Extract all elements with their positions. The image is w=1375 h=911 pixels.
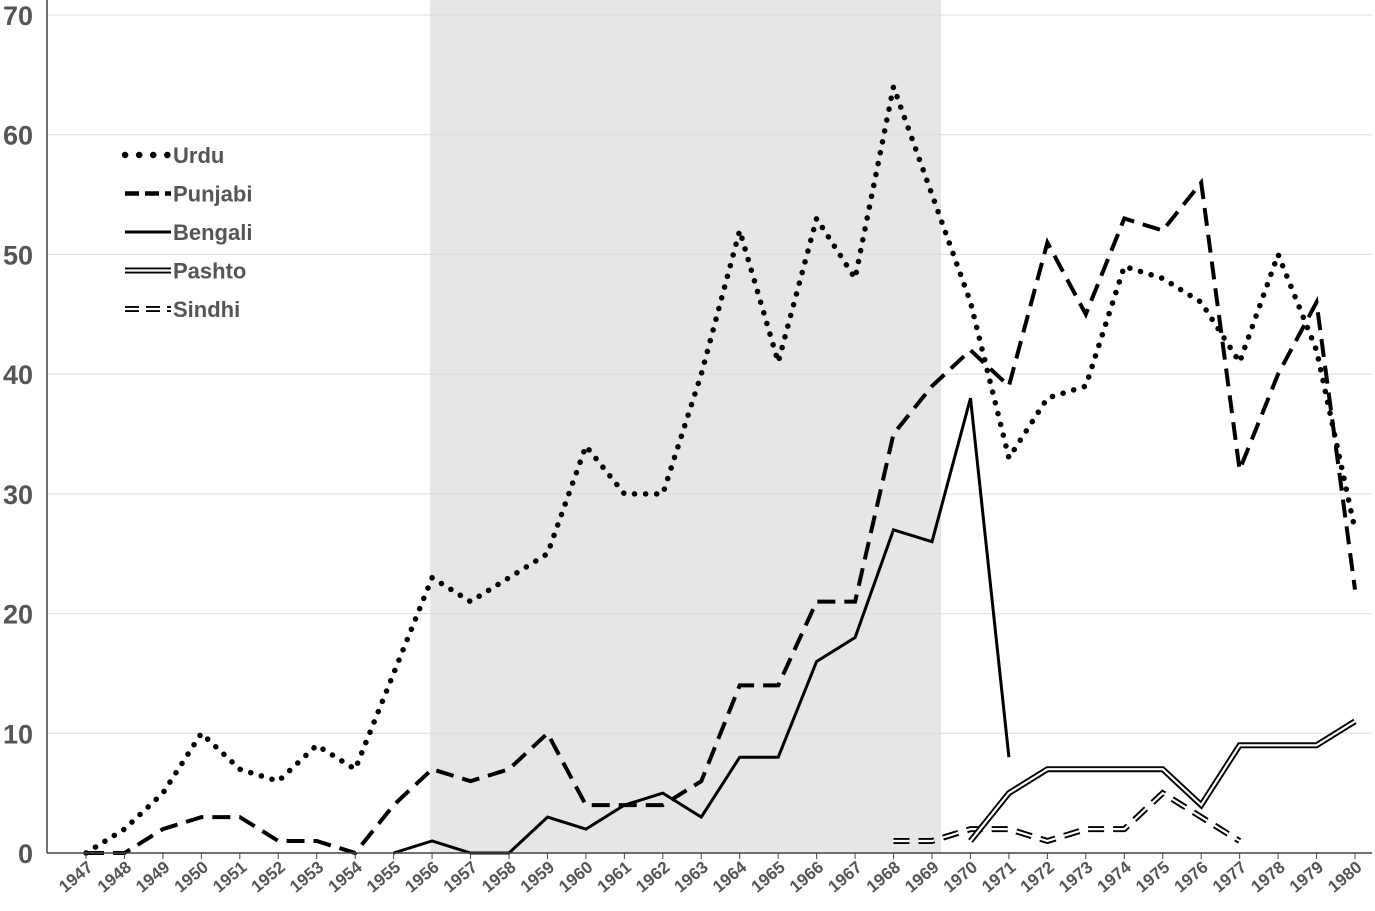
legend-label: Punjabi — [173, 182, 252, 207]
x-tick-label: 1973 — [1055, 858, 1096, 897]
series-line-pashto — [969, 720, 1356, 842]
y-tick-label: 10 — [3, 719, 33, 749]
x-tick-label: 1980 — [1324, 858, 1365, 897]
axes — [46, 0, 1372, 859]
data-point-urdu — [970, 302, 971, 303]
x-tick-label: 1964 — [709, 857, 751, 896]
data-point-punjabi — [1239, 469, 1240, 470]
x-tick-label: 1969 — [901, 858, 942, 897]
x-tick-label: 1952 — [248, 858, 289, 897]
x-tick-label: 1975 — [1132, 858, 1173, 897]
legend-item-punjabi: Punjabi — [125, 182, 252, 207]
series-urdu — [83, 76, 1358, 856]
x-tick-label: 1950 — [171, 858, 212, 897]
legend-label: Pashto — [173, 259, 246, 284]
legend-item-urdu: Urdu — [121, 143, 224, 168]
x-tick-label: 1955 — [363, 858, 404, 897]
x-tick-label: 1948 — [94, 858, 135, 897]
x-tick-label: 1957 — [440, 858, 481, 897]
y-tick-label: 40 — [3, 360, 33, 390]
data-point-punjabi — [1008, 386, 1009, 387]
series-line-sindhi — [893, 791, 1241, 843]
x-tick-label: 1962 — [632, 858, 673, 897]
data-point-sindhi — [1085, 829, 1086, 830]
legend-label: Bengali — [173, 220, 252, 245]
gridlines — [47, 14, 1372, 734]
legend-label: Urdu — [173, 143, 224, 168]
data-point-urdu — [1047, 398, 1048, 399]
series-line-sindhi — [893, 789, 1242, 845]
x-tick-label: 1972 — [1017, 858, 1058, 897]
series-lines — [83, 76, 1358, 856]
series-punjabi — [86, 177, 1357, 856]
series-line-urdu — [83, 76, 1358, 856]
x-tick-labels: 1947194819491950195119521953195419551956… — [55, 857, 1365, 896]
x-tick-label: 1965 — [748, 858, 789, 897]
y-tick-label: 0 — [18, 839, 33, 869]
data-point-urdu — [1124, 266, 1125, 267]
x-tick-label: 1947 — [55, 858, 96, 897]
data-point-urdu — [278, 781, 279, 782]
data-point-sindhi — [1008, 829, 1009, 830]
legend-item-pashto: Pashto — [125, 259, 246, 284]
data-point-urdu — [355, 769, 356, 770]
x-tick-label: 1968 — [863, 858, 904, 897]
y-tick-label: 70 — [3, 1, 33, 31]
legend-label: Sindhi — [173, 297, 240, 322]
x-tick-label: 1949 — [132, 858, 173, 897]
y-tick-label: 50 — [3, 240, 33, 270]
x-tick-label: 1976 — [1171, 858, 1212, 897]
data-point-urdu — [316, 745, 317, 746]
x-tick-label: 1967 — [824, 858, 865, 897]
data-point-punjabi — [278, 841, 279, 842]
y-tick-label: 60 — [3, 121, 33, 151]
legend: Urdu Punjabi Bengali Pashto Sindhi — [121, 143, 252, 322]
y-tick-label: 30 — [3, 480, 33, 510]
x-tick-label: 1959 — [517, 858, 558, 897]
x-tick-label: 1978 — [1247, 858, 1288, 897]
y-tick-labels: 0 10 20 30 40 50 60 70 — [3, 1, 33, 869]
y-tick-label: 20 — [3, 600, 33, 630]
x-tick-label: 1956 — [401, 858, 442, 897]
x-tick-label: 1960 — [555, 858, 596, 897]
data-point-urdu — [1239, 362, 1240, 363]
series-line-punjabi — [86, 177, 1357, 856]
x-tick-label: 1979 — [1286, 858, 1327, 897]
x-tick-label: 1966 — [786, 858, 827, 897]
x-tick-label: 1954 — [325, 857, 367, 896]
x-tick-label: 1974 — [1094, 857, 1136, 896]
data-point-urdu — [1355, 529, 1356, 530]
series-pashto — [968, 718, 1357, 843]
data-point-punjabi — [393, 805, 394, 806]
x-tick-label: 1958 — [478, 858, 519, 897]
x-tick-label: 1970 — [940, 858, 981, 897]
x-tick-label: 1977 — [1209, 858, 1250, 897]
series-sindhi — [893, 789, 1242, 845]
data-point-punjabi — [1162, 230, 1163, 231]
legend-item-sindhi: Sindhi — [125, 297, 240, 322]
x-tick-label: 1971 — [978, 858, 1019, 897]
x-tick-label: 1953 — [286, 858, 327, 897]
x-tick-label: 1963 — [671, 858, 712, 897]
x-tick-label: 1951 — [209, 858, 250, 897]
x-tick-label: 1961 — [594, 858, 635, 897]
legend-item-bengali: Bengali — [125, 220, 252, 245]
